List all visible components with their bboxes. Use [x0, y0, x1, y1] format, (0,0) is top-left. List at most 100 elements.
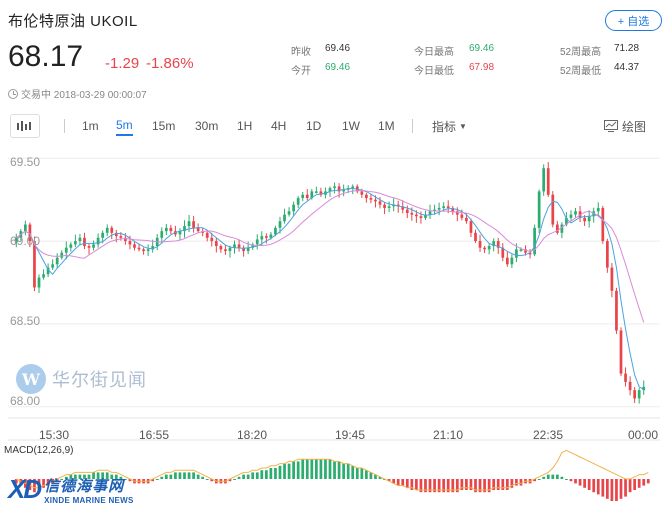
period-5m[interactable]: 5m	[116, 116, 133, 136]
period-1h[interactable]: 1H	[237, 119, 253, 133]
macd-bar	[37, 479, 41, 490]
macd-bar	[605, 479, 609, 499]
macd-bar	[128, 479, 132, 482]
macd-bar	[228, 479, 232, 482]
macd-bar	[124, 479, 127, 480]
macd-bar	[260, 470, 264, 479]
site-logo: XD 信德海事网 XINDE MARINE NEWS	[8, 474, 134, 505]
instrument-title: 布伦特原油 UKOIL	[8, 13, 138, 30]
x-tick-label: 22:35	[533, 428, 564, 442]
candle	[451, 207, 455, 212]
candle	[605, 241, 609, 268]
candle	[492, 241, 496, 247]
candle	[596, 207, 600, 212]
indicator-label: 指标	[432, 119, 457, 134]
macd-bar	[55, 479, 59, 482]
w52-high-label: 52周最高	[560, 47, 602, 58]
macd-bar	[510, 479, 514, 488]
candle	[460, 214, 464, 218]
candle	[169, 227, 173, 232]
y-tick-label: 68.50	[10, 314, 41, 328]
macd-bar	[578, 479, 582, 486]
candle	[592, 211, 596, 217]
macd-bar	[201, 476, 205, 479]
period-15m[interactable]: 15m	[152, 119, 176, 133]
macd-bar	[19, 479, 23, 486]
candle	[433, 209, 436, 212]
trading-status-text: 交易中 2018-03-29 00:00:07	[21, 90, 147, 101]
period-1w[interactable]: 1W	[342, 119, 360, 133]
macd-bar	[164, 474, 168, 479]
candle	[233, 244, 236, 248]
macd-bar	[296, 461, 300, 479]
period-1mo[interactable]: 1M	[378, 119, 395, 133]
macd-bar	[596, 479, 600, 495]
period-1d[interactable]: 1D	[306, 119, 322, 133]
macd-bar	[637, 479, 641, 488]
macd-bar	[601, 479, 605, 497]
macd-bar	[283, 463, 286, 479]
candle	[37, 277, 41, 288]
candle	[546, 168, 550, 195]
macd-bar	[560, 476, 564, 479]
candle	[378, 201, 382, 205]
macd-bar	[319, 459, 323, 479]
macd-bar	[587, 479, 591, 490]
candle	[151, 246, 155, 250]
candle	[415, 214, 418, 217]
macd-bar	[615, 479, 618, 501]
toolbar-divider	[64, 119, 65, 133]
candle	[287, 211, 291, 215]
macd-bar	[633, 479, 636, 490]
add-watchlist-button[interactable]: + 自选	[605, 10, 662, 31]
candle	[164, 227, 168, 232]
macd-bar	[465, 479, 468, 490]
macd-bar	[160, 476, 164, 479]
candle	[519, 249, 523, 251]
macd-bar	[628, 479, 632, 493]
macd-bar	[346, 463, 350, 479]
x-tick-label: 19:45	[335, 428, 366, 442]
candle	[128, 241, 132, 245]
candle	[624, 373, 627, 382]
candle	[24, 224, 27, 232]
macd-bar	[69, 474, 73, 479]
chart-type-button[interactable]	[10, 114, 40, 138]
macd-bar	[374, 474, 377, 479]
period-4h[interactable]: 4H	[271, 119, 287, 133]
macd-bar	[405, 479, 409, 488]
x-tick-label: 15:30	[39, 428, 70, 442]
macd-bar	[342, 463, 346, 479]
candle	[237, 244, 241, 248]
period-30m[interactable]: 30m	[195, 119, 219, 133]
candle	[369, 198, 373, 200]
candle	[628, 381, 632, 391]
macd-bar	[269, 468, 273, 479]
candle	[642, 386, 646, 391]
candle	[478, 241, 482, 248]
period-1m[interactable]: 1m	[82, 119, 99, 133]
macd-bar	[183, 472, 186, 479]
candle	[383, 204, 386, 208]
w52-low-label: 52周最低	[560, 66, 602, 77]
macd-bar	[301, 459, 305, 479]
macd-bar	[515, 479, 518, 486]
candle	[74, 241, 77, 245]
draw-button[interactable]: 绘图	[604, 116, 646, 136]
indicator-dropdown[interactable]: 指标 ▼	[432, 116, 467, 136]
candle	[33, 241, 36, 288]
site-logo-mark: XD	[8, 474, 42, 504]
candle	[555, 224, 559, 233]
candle	[292, 204, 295, 212]
macd-bar	[187, 472, 191, 479]
macd-bar	[178, 472, 182, 479]
macd-bar	[110, 474, 114, 479]
candle	[283, 214, 286, 222]
macd-bar	[155, 479, 159, 480]
candle	[242, 247, 245, 252]
macd-bar	[401, 479, 405, 486]
candle	[610, 267, 614, 291]
toolbar-divider-2	[412, 119, 413, 133]
candle	[246, 247, 250, 252]
